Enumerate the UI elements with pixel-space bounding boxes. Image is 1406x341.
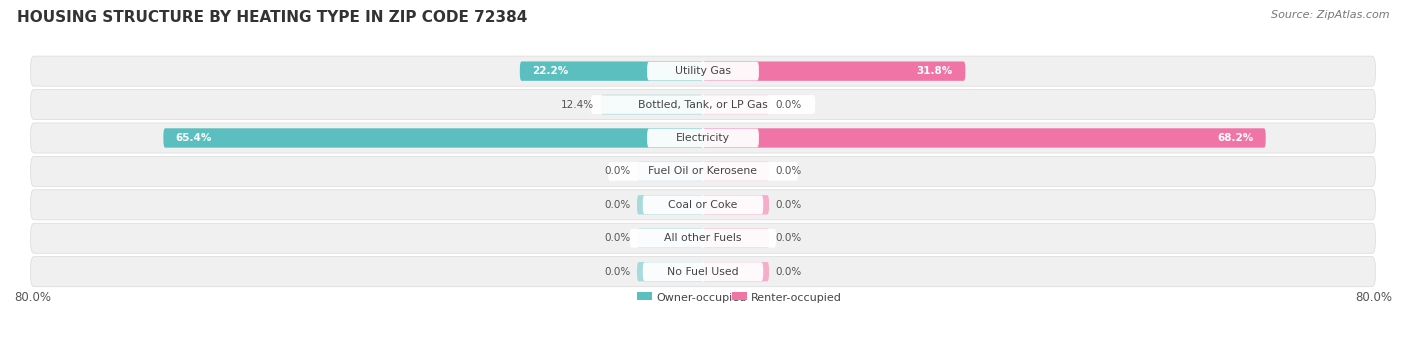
FancyBboxPatch shape	[703, 162, 769, 181]
FancyBboxPatch shape	[31, 223, 1375, 253]
FancyBboxPatch shape	[703, 61, 966, 81]
FancyBboxPatch shape	[703, 195, 769, 214]
Text: Renter-occupied: Renter-occupied	[751, 293, 842, 303]
FancyBboxPatch shape	[733, 292, 747, 303]
Text: Fuel Oil or Kerosene: Fuel Oil or Kerosene	[648, 166, 758, 176]
Text: 65.4%: 65.4%	[176, 133, 212, 143]
FancyBboxPatch shape	[647, 129, 759, 147]
FancyBboxPatch shape	[703, 128, 1265, 148]
Text: 0.0%: 0.0%	[776, 233, 801, 243]
FancyBboxPatch shape	[31, 123, 1375, 153]
Text: Owner-occupied: Owner-occupied	[657, 293, 747, 303]
FancyBboxPatch shape	[643, 195, 763, 214]
Text: Utility Gas: Utility Gas	[675, 66, 731, 76]
FancyBboxPatch shape	[637, 292, 652, 303]
Text: No Fuel Used: No Fuel Used	[668, 267, 738, 277]
Text: Source: ZipAtlas.com: Source: ZipAtlas.com	[1271, 10, 1389, 20]
FancyBboxPatch shape	[703, 95, 769, 114]
FancyBboxPatch shape	[637, 228, 703, 248]
FancyBboxPatch shape	[31, 190, 1375, 220]
Text: All other Fuels: All other Fuels	[664, 233, 742, 243]
FancyBboxPatch shape	[703, 262, 769, 281]
Text: 0.0%: 0.0%	[605, 233, 630, 243]
FancyBboxPatch shape	[31, 90, 1375, 120]
Text: 31.8%: 31.8%	[917, 66, 953, 76]
Text: 0.0%: 0.0%	[776, 267, 801, 277]
FancyBboxPatch shape	[647, 62, 759, 80]
FancyBboxPatch shape	[637, 162, 703, 181]
FancyBboxPatch shape	[520, 61, 703, 81]
FancyBboxPatch shape	[643, 262, 763, 281]
FancyBboxPatch shape	[163, 128, 703, 148]
Text: 0.0%: 0.0%	[605, 267, 630, 277]
Text: 80.0%: 80.0%	[1355, 291, 1392, 304]
Text: 22.2%: 22.2%	[533, 66, 568, 76]
FancyBboxPatch shape	[31, 257, 1375, 287]
Text: 68.2%: 68.2%	[1218, 133, 1253, 143]
FancyBboxPatch shape	[637, 195, 703, 214]
FancyBboxPatch shape	[609, 162, 797, 181]
FancyBboxPatch shape	[591, 95, 815, 114]
Text: Coal or Coke: Coal or Coke	[668, 200, 738, 210]
FancyBboxPatch shape	[31, 56, 1375, 86]
Text: 0.0%: 0.0%	[776, 100, 801, 109]
Text: 0.0%: 0.0%	[776, 166, 801, 176]
Text: 0.0%: 0.0%	[776, 200, 801, 210]
FancyBboxPatch shape	[630, 229, 776, 248]
Text: 0.0%: 0.0%	[605, 166, 630, 176]
FancyBboxPatch shape	[637, 262, 703, 281]
Text: 12.4%: 12.4%	[561, 100, 595, 109]
FancyBboxPatch shape	[703, 228, 769, 248]
FancyBboxPatch shape	[600, 95, 703, 114]
Text: Electricity: Electricity	[676, 133, 730, 143]
Text: 80.0%: 80.0%	[14, 291, 51, 304]
Text: HOUSING STRUCTURE BY HEATING TYPE IN ZIP CODE 72384: HOUSING STRUCTURE BY HEATING TYPE IN ZIP…	[17, 10, 527, 25]
Text: 0.0%: 0.0%	[605, 200, 630, 210]
FancyBboxPatch shape	[31, 157, 1375, 187]
Text: Bottled, Tank, or LP Gas: Bottled, Tank, or LP Gas	[638, 100, 768, 109]
